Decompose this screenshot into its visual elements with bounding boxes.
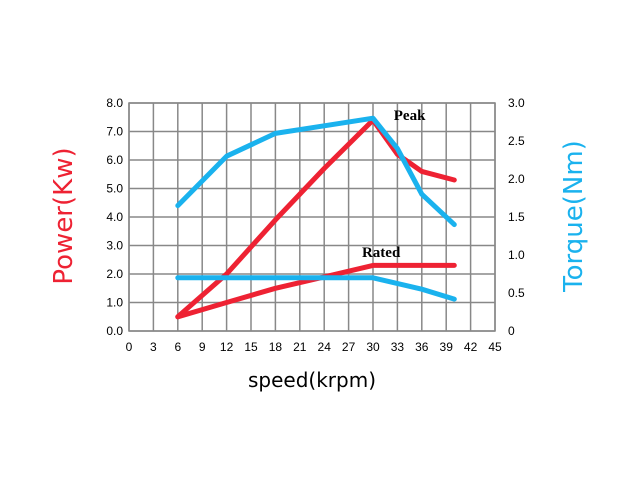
y-right-tick-label: 1.0 (508, 248, 525, 262)
y-right-tick-label: 2.5 (508, 134, 525, 148)
y-left-tick-label: 6.0 (106, 153, 123, 167)
x-tick-label: 0 (126, 340, 133, 354)
y-left-tick-label: 8.0 (106, 96, 123, 110)
annotation-peak: Peak (394, 108, 426, 124)
y-right-tick-label: 0.5 (508, 286, 525, 300)
x-tick-label: 15 (244, 340, 258, 354)
x-axis-title: speed(krpm) (248, 368, 376, 392)
x-tick-label: 45 (488, 340, 502, 354)
x-tick-label: 18 (269, 340, 283, 354)
y-right-tick-label: 3.0 (508, 96, 525, 110)
chart-annotations: Peak Rated (362, 108, 426, 261)
x-tick-label: 42 (464, 340, 478, 354)
x-tick-label: 33 (391, 340, 405, 354)
y-left-tick-label: 1.0 (106, 296, 123, 310)
x-tick-label: 3 (150, 340, 157, 354)
y-left-tick-label: 4.0 (106, 210, 123, 224)
x-tick-label: 21 (293, 340, 307, 354)
x-tick-label: 39 (440, 340, 454, 354)
x-tick-label: 24 (318, 340, 332, 354)
y-left-tick-label: 2.0 (106, 267, 123, 281)
chart-series (175, 115, 457, 320)
y-right-tick-label: 1.5 (508, 210, 525, 224)
series-line-3 (175, 115, 457, 228)
chart-grid (128, 102, 496, 332)
x-tick-label: 6 (174, 340, 181, 354)
left-axis-title: Power(Kw) (49, 147, 79, 284)
y-left-tick-label: 5.0 (106, 182, 123, 196)
x-tick-label: 9 (199, 340, 206, 354)
x-tick-label: 36 (415, 340, 429, 354)
y-left-tick-label: 3.0 (106, 239, 123, 253)
chart-tick-labels: 0 3 6 9 12 15 18 21 24 27 30 33 36 39 42 450.01.02.03.0… (106, 96, 525, 354)
y-left-tick-label: 7.0 (106, 125, 123, 139)
series-line-1 (175, 117, 457, 320)
x-tick-label: 27 (342, 340, 356, 354)
y-right-tick-label: 0 (508, 324, 515, 338)
annotation-rated: Rated (362, 245, 401, 261)
x-tick-label: 30 (366, 340, 380, 354)
y-right-tick-label: 2.0 (508, 172, 525, 186)
right-axis-title: Torque(Nm) (559, 140, 589, 293)
y-left-tick-label: 0.0 (106, 324, 123, 338)
x-tick-label: 12 (220, 340, 234, 354)
series-line-4 (175, 275, 457, 302)
